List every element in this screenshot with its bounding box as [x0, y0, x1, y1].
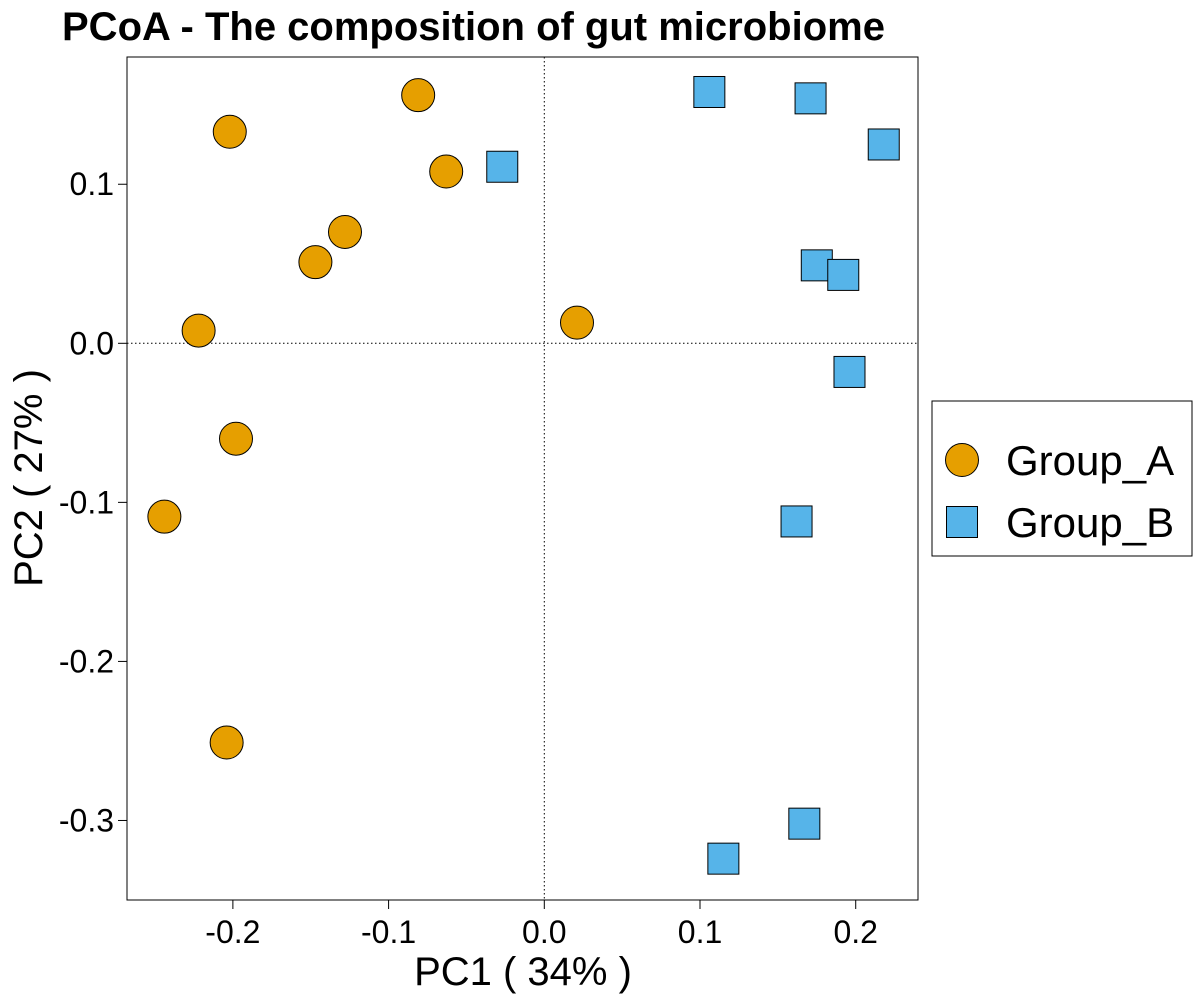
legend: Group_A Group_B	[931, 400, 1193, 557]
y-tick-label: 0.0	[70, 325, 114, 361]
data-point	[486, 150, 519, 183]
data-point	[212, 114, 247, 149]
data-point	[867, 128, 900, 161]
data-point	[327, 214, 362, 249]
legend-label: Group_B	[1006, 499, 1174, 546]
data-point	[429, 154, 464, 189]
data-point	[693, 75, 726, 108]
data-point	[559, 305, 594, 340]
data-point	[147, 499, 182, 534]
data-point	[788, 807, 821, 840]
y-tick-label: 0.1	[70, 166, 114, 202]
chart-title: PCoA - The composition of gut microbiome	[62, 5, 885, 49]
data-point	[298, 245, 333, 280]
x-tick-label: 0.1	[678, 914, 722, 950]
data-point	[833, 355, 866, 388]
x-tick-label: -0.1	[361, 914, 416, 950]
data-point	[780, 505, 813, 538]
y-axis-label: PC2 ( 27% )	[7, 369, 51, 587]
legend-marker	[945, 443, 979, 477]
x-axis-label: PC1 ( 34% )	[414, 950, 632, 994]
x-tick-label: -0.2	[205, 914, 260, 950]
data-point	[707, 842, 740, 875]
data-point	[794, 82, 827, 115]
data-point	[401, 78, 436, 113]
x-tick-label: 0.2	[833, 914, 877, 950]
data-points	[147, 75, 900, 875]
y-tick-label: -0.3	[59, 802, 114, 838]
reference-lines	[127, 57, 918, 900]
series-group-b	[486, 75, 900, 875]
data-point	[209, 725, 244, 760]
plot-border	[126, 56, 919, 901]
y-tick-label: -0.1	[59, 484, 114, 520]
data-point	[218, 421, 253, 456]
y-tick-label: -0.2	[59, 643, 114, 679]
legend-marker	[946, 506, 978, 538]
data-point	[800, 249, 833, 282]
y-axis: -0.3 -0.2 -0.1 0.0 0.1	[59, 166, 127, 838]
legend-label: Group_A	[1006, 437, 1174, 484]
plot-area	[126, 56, 919, 901]
series-group-a	[147, 78, 594, 760]
x-tick-label: 0.0	[522, 914, 566, 950]
data-point	[827, 258, 860, 291]
data-point	[181, 313, 216, 348]
x-axis: -0.2 -0.1 0.0 0.1 0.2	[205, 900, 878, 950]
